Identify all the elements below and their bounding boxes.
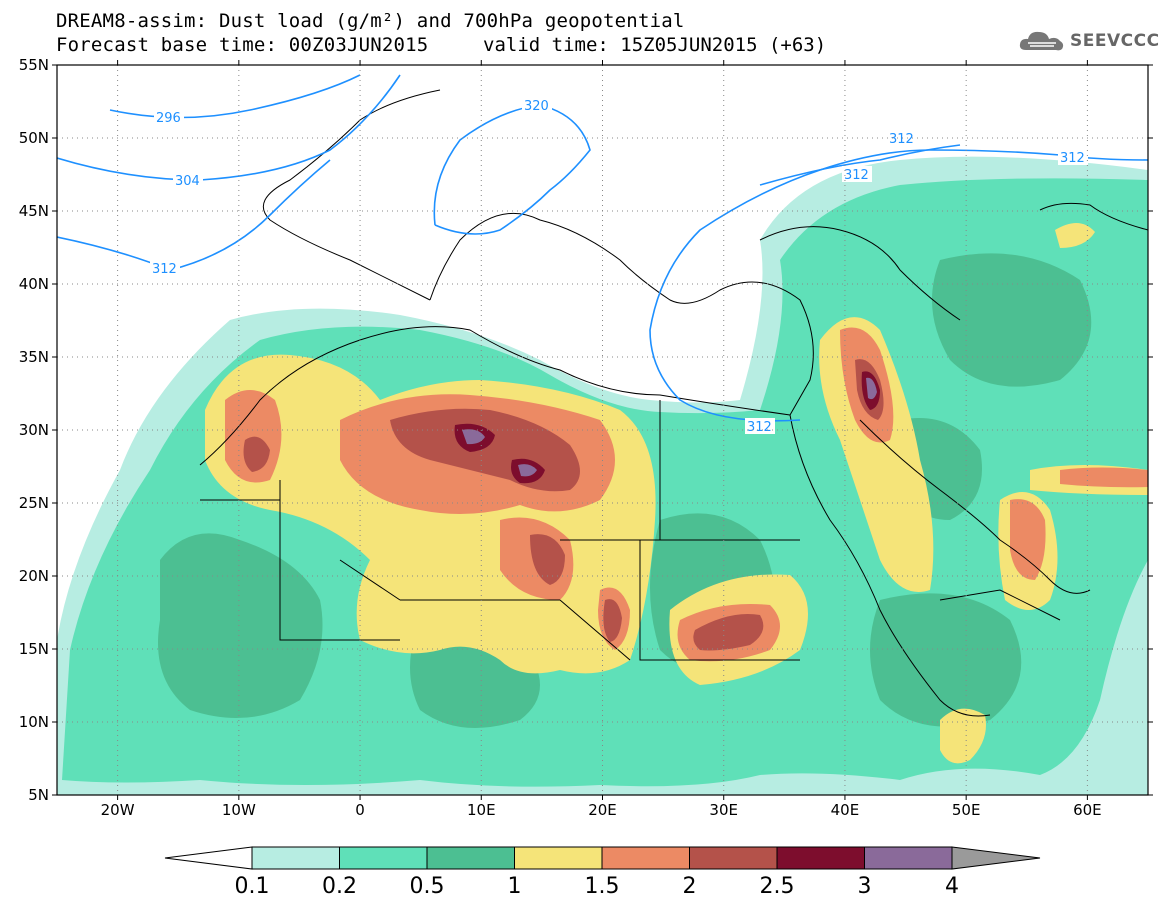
axis-ticks (52, 60, 1153, 800)
latitude-label: 35N (19, 348, 49, 366)
colorbar-tick-label: 3 (858, 874, 872, 899)
latitude-labels: 55N 50N 45N 40N 35N 30N 25N 20N 15N 10N 5N (19, 56, 49, 804)
dust-level-1 (205, 222, 1148, 764)
contour-320 (433, 104, 591, 235)
longitude-label: 20E (588, 801, 617, 819)
coastlines-and-borders (199, 89, 1148, 717)
colorbar-swatch (601, 846, 690, 870)
contour-label: 312 (889, 132, 914, 147)
contour-312-west (57, 159, 331, 271)
contour-label: 320 (524, 99, 549, 114)
colorbar-swatch (864, 846, 953, 870)
seevccc-logo: SEEVCCC (1018, 26, 1160, 56)
latitude-label: 10N (19, 713, 49, 731)
colorbar-tick-label: 1 (508, 874, 522, 899)
colorbar-swatch (514, 846, 603, 870)
geopotential-contours (57, 74, 1148, 422)
longitude-labels: 20W 10W 0 10E 20E 30E 40E 50E 60E (101, 801, 1102, 819)
latitude-label: 55N (19, 56, 49, 74)
latitude-label: 45N (19, 202, 49, 220)
longitude-label: 60E (1073, 801, 1102, 819)
longitude-label: 20W (101, 801, 135, 819)
colorbar-tick-label: 2 (683, 874, 697, 899)
graticule (57, 65, 1148, 795)
contour-label: 312 (747, 420, 772, 435)
colorbar-tick-label: 1.5 (585, 874, 620, 899)
longitude-label: 30E (709, 801, 738, 819)
colorbar-tick-label: 4 (945, 874, 959, 899)
cloud-logo-icon (1019, 31, 1064, 51)
latitude-label: 30N (19, 421, 49, 439)
colorbar-swatch (776, 846, 865, 870)
contour-label: 304 (175, 174, 200, 189)
contour-304 (57, 74, 401, 181)
longitude-label: 10E (467, 801, 496, 819)
colorbar-under-arrow (164, 846, 253, 870)
contour-296 (109, 74, 361, 119)
dust-level-2 (243, 359, 884, 651)
colorbar-swatch (251, 846, 340, 870)
colorbar-tick-label: 0.2 (322, 874, 357, 899)
longitude-label: 50E (952, 801, 981, 819)
colorbar-swatch (689, 846, 778, 870)
latitude-label: 50N (19, 129, 49, 147)
map-title: DREAM8-assim: Dust load (g/m²) and 700hP… (56, 10, 685, 32)
contour-label: 312 (152, 262, 177, 277)
contour-label: 312 (1060, 151, 1085, 166)
latitude-label: 25N (19, 494, 49, 512)
colorbar-tick-label: 0.1 (235, 874, 270, 899)
forecast-base-time: Forecast base time: 00Z03JUN2015 (56, 34, 429, 56)
latitude-label: 15N (19, 640, 49, 658)
latitude-label: 40N (19, 275, 49, 293)
colorbar-swatch (426, 846, 515, 870)
valid-time: valid time: 15Z05JUN2015 (+63) (483, 34, 827, 56)
latitude-label: 5N (28, 786, 49, 804)
longitude-label: 40E (831, 801, 860, 819)
contour-label: 312 (844, 168, 869, 183)
contour-label: 296 (156, 111, 181, 126)
colorbar-tick-label: 2.5 (760, 874, 795, 899)
longitude-label: 10W (222, 801, 256, 819)
colorbar: 0.1 0.2 0.5 1 1.5 2 2.5 3 4 (164, 846, 1041, 899)
latitude-label: 20N (19, 567, 49, 585)
longitude-label: 0 (355, 801, 365, 819)
contour-312-east (649, 149, 1148, 422)
contour-labels: 296 304 312 320 312 312 312 312 (150, 97, 1088, 435)
colorbar-tick-label: 0.5 (410, 874, 445, 899)
contour-312-north (759, 144, 961, 186)
colorbar-swatch (339, 846, 428, 870)
colorbar-over-arrow (951, 846, 1041, 870)
logo-text: SEEVCCC (1070, 31, 1160, 51)
